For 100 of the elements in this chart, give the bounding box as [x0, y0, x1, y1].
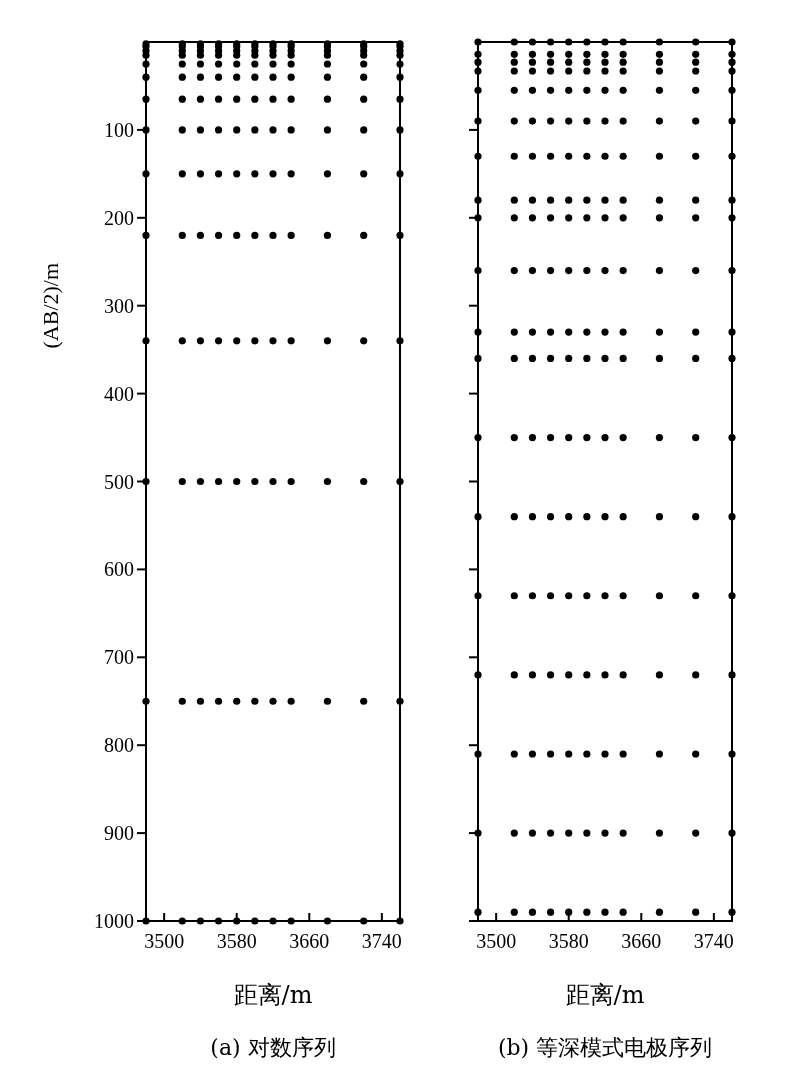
point [178, 231, 186, 239]
x-tick-label: 3580 [216, 930, 257, 952]
point [287, 697, 295, 705]
point [528, 750, 537, 758]
point [142, 126, 150, 134]
point [546, 50, 555, 58]
point [655, 38, 664, 46]
point [619, 750, 627, 758]
point [196, 126, 205, 134]
point [474, 266, 482, 275]
point [728, 266, 736, 275]
y-tick-label: 400 [104, 382, 134, 405]
point [619, 117, 627, 125]
point [565, 328, 573, 336]
point [142, 231, 150, 239]
point [510, 750, 518, 758]
point [546, 38, 555, 46]
point [233, 126, 241, 134]
point [528, 829, 537, 837]
point [601, 38, 609, 46]
point [546, 908, 555, 916]
point [287, 95, 295, 103]
point [474, 829, 482, 837]
point [583, 829, 591, 837]
point [655, 214, 664, 222]
point [528, 58, 537, 66]
point [728, 592, 736, 600]
point [565, 433, 573, 442]
point [510, 117, 518, 125]
point [692, 196, 700, 204]
point [528, 86, 537, 94]
point [565, 671, 573, 679]
point [692, 354, 700, 363]
point [142, 477, 150, 486]
point [655, 671, 664, 679]
y-tick-label: 100 [104, 118, 134, 141]
point [269, 95, 277, 103]
point [692, 266, 700, 275]
point [196, 697, 205, 705]
point [619, 266, 627, 275]
y-tick-label: 700 [104, 646, 134, 669]
point [619, 908, 627, 916]
point [601, 829, 609, 837]
point [360, 170, 368, 178]
point [142, 697, 150, 705]
point [601, 50, 609, 58]
x-tick-label: 3580 [548, 930, 589, 952]
point [692, 86, 700, 94]
point [528, 354, 537, 363]
point [142, 95, 150, 103]
x-tick-label: 3660 [289, 930, 330, 952]
point [510, 829, 518, 837]
point [692, 433, 700, 442]
point [619, 196, 627, 204]
point [287, 170, 295, 178]
point [287, 917, 295, 925]
point [474, 214, 482, 222]
point [528, 117, 537, 125]
point [528, 908, 537, 916]
point [583, 196, 591, 204]
point [360, 231, 368, 239]
point [269, 73, 277, 81]
point [655, 86, 664, 94]
point [546, 214, 555, 222]
point [360, 73, 368, 81]
point [565, 829, 573, 837]
point [565, 117, 573, 125]
point [178, 51, 186, 59]
point [528, 50, 537, 58]
point [214, 73, 223, 81]
point [583, 433, 591, 442]
point [692, 671, 700, 679]
point [360, 51, 368, 59]
point [728, 152, 736, 160]
point [655, 196, 664, 204]
point [601, 266, 609, 275]
point [728, 354, 736, 363]
point [510, 38, 518, 46]
point [510, 908, 518, 916]
point [510, 513, 518, 521]
point [196, 917, 205, 925]
point [655, 50, 664, 58]
point [565, 152, 573, 160]
point [583, 750, 591, 758]
point [251, 170, 259, 178]
point [474, 671, 482, 679]
point [583, 86, 591, 94]
point [196, 477, 205, 486]
x-axis-title: 距离/m [233, 981, 313, 1009]
point [251, 917, 259, 925]
point [546, 58, 555, 66]
point [251, 337, 259, 345]
point [233, 231, 241, 239]
point [601, 58, 609, 66]
point [565, 86, 573, 94]
point [601, 328, 609, 336]
point [619, 433, 627, 442]
point [728, 67, 736, 75]
point [510, 196, 518, 204]
point [619, 214, 627, 222]
